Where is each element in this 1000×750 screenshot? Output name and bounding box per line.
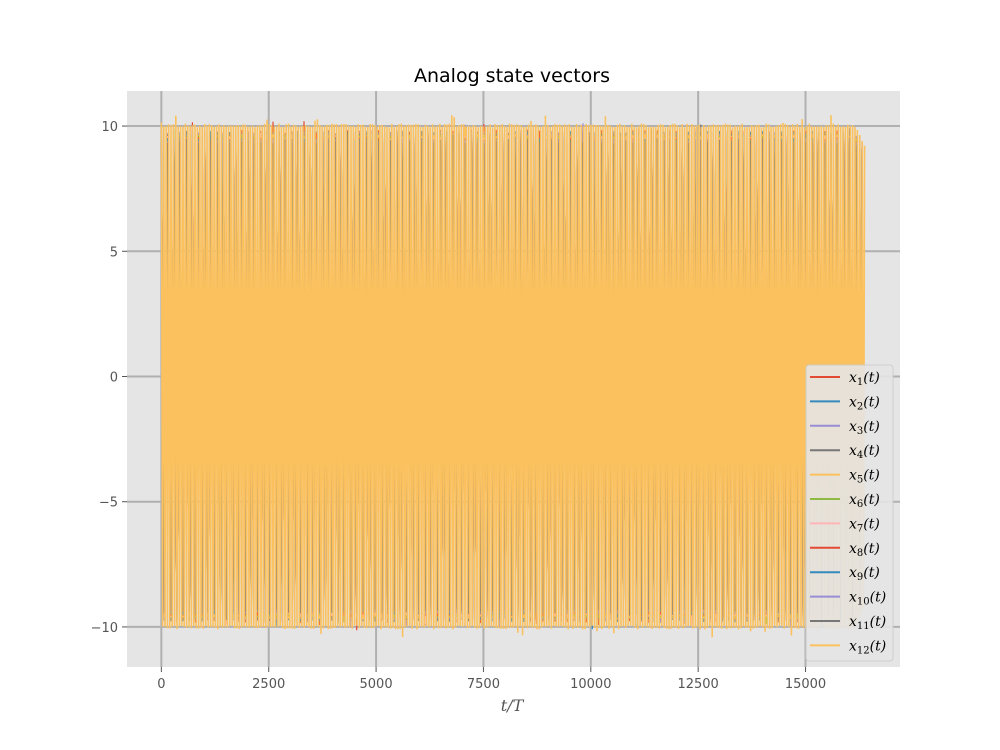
- x-tick-label-0: 0: [157, 677, 165, 692]
- legend-label-5: x5(t): [849, 468, 880, 486]
- y-tick-label-0: −10: [91, 621, 118, 636]
- legend-label-1: x1(t): [849, 370, 880, 388]
- legend-label-12: x12(t): [849, 638, 886, 656]
- x-tick-label-3: 7500: [467, 677, 500, 692]
- legend: x1(t) x2(t) x3(t) x4(t) x5(t) x6(t) x7(t) x8(t)…: [805, 364, 894, 662]
- legend-label-7: x7(t): [849, 516, 880, 534]
- x-tick-label-6: 15000: [785, 677, 826, 692]
- legend-label-4: x4(t): [849, 443, 880, 461]
- legend-label-9: x9(t): [849, 565, 880, 583]
- x-tick-label-5: 12500: [677, 677, 718, 692]
- x-tick-label-1: 2500: [252, 677, 285, 692]
- legend-label-6: x6(t): [849, 492, 880, 510]
- legend-label-2: x2(t): [849, 394, 880, 412]
- chart-title: Analog state vectors: [414, 65, 610, 87]
- legend-label-10: x10(t): [849, 590, 886, 608]
- y-tick-label-3: 5: [110, 245, 118, 260]
- legend-label-11: x11(t): [849, 614, 886, 632]
- series-line-12: [160, 115, 866, 638]
- y-tick-label-4: 10: [101, 120, 118, 135]
- legend-box: [805, 364, 894, 662]
- x-tick-label-4: 10000: [570, 677, 611, 692]
- legend-label-3: x3(t): [849, 419, 880, 437]
- x-axis-label: t/T: [501, 696, 525, 715]
- x-tick-label-2: 5000: [360, 677, 393, 692]
- series-layer: [160, 115, 866, 638]
- y-tick-label-1: −5: [99, 496, 118, 511]
- legend-label-8: x8(t): [849, 541, 880, 559]
- y-tick-label-2: 0: [110, 370, 118, 385]
- ticks: 0 2500 5000 7500 10000 12500 15000 −10 −5 0 5 10: [91, 120, 827, 692]
